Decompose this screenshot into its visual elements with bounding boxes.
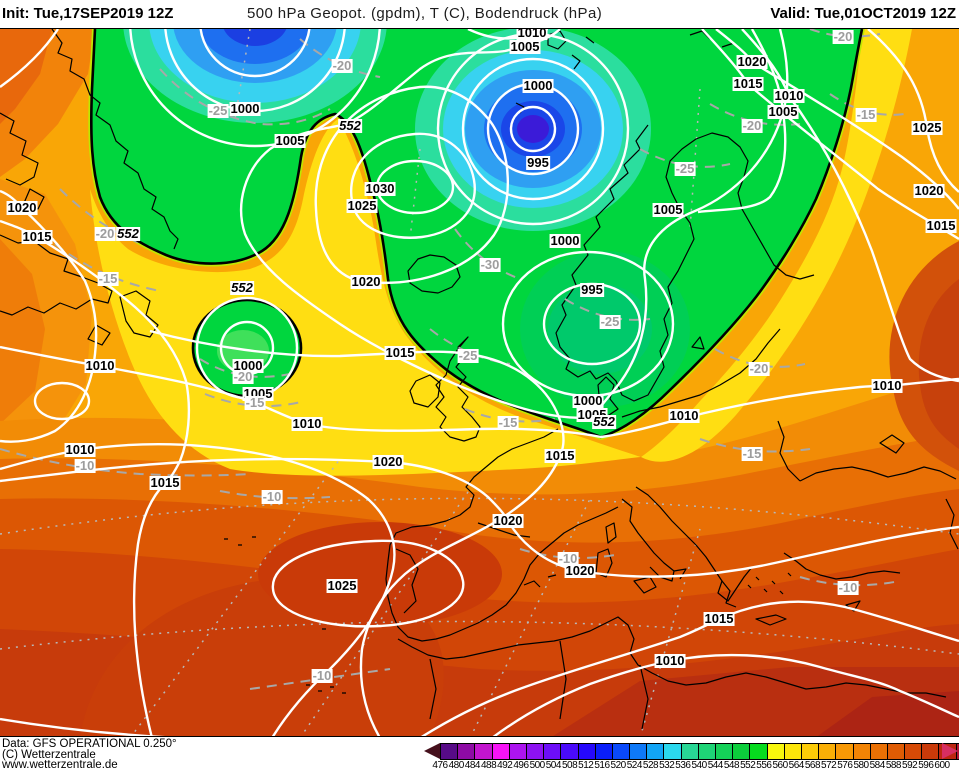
colorbar-tick: 600 [934,760,950,770]
colorbar-tick: 516 [594,760,610,770]
latlon-grid [0,29,959,736]
colorbar-cell [630,743,648,760]
colorbar-cell [836,743,854,760]
colorbar-right-arrow [942,743,958,759]
colorbar-cell [922,743,940,760]
colorbar-cell [681,743,699,760]
colorbar-tick: 476 [432,760,448,770]
chart-title: 500 hPa Geopot. (gpdm), T (C), Bodendruc… [247,5,603,22]
colorbar-cell [595,743,613,760]
colorbar-tick: 492 [497,760,513,770]
copyright-label: (C) Wetterzentrale [2,749,96,761]
colorbar-tick: 584 [869,760,886,770]
colorbar-tick: 544 [707,760,724,770]
colorbar-tick: 580 [853,760,869,770]
colorbar-cell [492,743,510,760]
colorbar-tick: 520 [610,760,627,770]
colorbar-tick: 528 [642,760,659,770]
colorbar-tick: 532 [659,760,675,770]
init-time-label: Init: Tue,17SEP2019 12Z [2,5,174,22]
colorbar-tick: 572 [821,760,837,770]
colorbar-cell [647,743,665,760]
website-label: www.wetterzentrale.de [2,759,118,770]
colorbar-cell [870,743,888,760]
colorbar-tick: 540 [691,760,708,770]
colorbar-tick: 552 [740,760,756,770]
color-field [0,29,959,736]
colorbar-cell [440,743,459,760]
colorbar-cell [887,743,906,760]
coastlines [0,29,959,730]
colorbar-tick: 592 [902,760,918,770]
colorbar-cells [440,743,959,760]
colorbar-tick: 548 [723,760,740,770]
colorbar-cell [509,743,527,760]
colorbar-cell [612,743,631,760]
colorbar-tick: 500 [529,760,546,770]
colorbar-left-arrow [424,743,440,759]
colorbar-cell [784,743,802,760]
colorbar-tick: 496 [513,760,529,770]
weather-map: 1020 1015 1010 1010 1015 1000 1005 1010 1020 1025… [0,28,959,737]
colorbar-tick: 556 [756,760,772,770]
colorbar-cell [561,743,579,760]
colorbar-tick: 576 [837,760,853,770]
colorbar-tick: 524 [626,760,643,770]
data-source-label: Data: GFS OPERATIONAL 0.250° [2,738,177,750]
colorbar-tick: 484 [464,760,481,770]
colorbar-tick: 488 [480,760,497,770]
colorbar-cell [544,743,562,760]
colorbar-tick: 568 [804,760,821,770]
title-bar: Init: Tue,17SEP2019 12Z 500 hPa Geopot. … [0,0,959,28]
colorbar-tick: 536 [675,760,691,770]
colorbar-cell [853,743,871,760]
geopotential-contour-552 [89,29,864,439]
colorbar-cell [750,743,768,760]
colorbar-cell [664,743,682,760]
colorbar-cell [698,743,716,760]
colorbar-cell [526,743,545,760]
colorbar-cell [801,743,820,760]
colorbar-tick: 588 [885,760,902,770]
colorbar-tick: 504 [545,760,562,770]
footer: Data: GFS OPERATIONAL 0.250° (C) Wetterz… [0,738,959,770]
colorbar-cell [716,743,734,760]
colorbar-tick: 508 [561,760,578,770]
colorbar-cell [819,743,837,760]
colorbar-tick: 480 [448,760,465,770]
weather-map-svg [0,29,959,736]
colorbar-tick: 512 [578,760,594,770]
colorbar-cell [458,743,476,760]
colorbar-cell [733,743,751,760]
colorbar-cell [475,743,493,760]
colorbar-tick-labels: 476 480 484 488 492 496 500 504 508 512 516 520 524 5… [432,760,950,770]
colorbar-cell [767,743,785,760]
valid-time-label: Valid: Tue,01OCT2019 12Z [770,5,956,22]
colorbar-tick: 596 [918,760,934,770]
colorbar-cell [578,743,596,760]
colorbar-tick: 560 [772,760,788,770]
colorbar-tick: 564 [788,760,805,770]
colorbar-cell [905,743,923,760]
